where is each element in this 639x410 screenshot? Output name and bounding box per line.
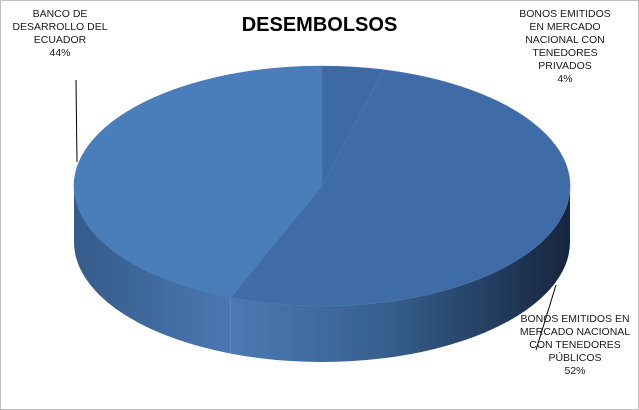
slice-label-line: ECUADOR [33,34,87,46]
pie-slice-side [230,186,570,362]
pie-slice [230,69,571,307]
slice-label-line: NACIONAL CON [525,34,605,46]
leader-lines [75,79,557,351]
slice-label-line: BONOS EMITIDOS [519,8,611,20]
chart-title: DESEMBOLSOS [241,14,398,36]
slice-label-line: EN MERCADO [529,21,601,33]
slice-label-line: DESARROLLO DEL [12,21,108,33]
slice-label-line: PÚBLICOS [548,352,602,364]
slice-label-banco-desarrollo: BANCO DE DESARROLLO DEL ECUADOR 44% [2,8,118,60]
leader-line [535,284,557,351]
slice-value-label: 44% [49,47,71,59]
pie-slice-side [74,186,231,354]
slice-label-bonos-privados: BONOS EMITIDOS EN MERCADO NACIONAL CON T… [500,8,630,86]
slice-value-label: 4% [557,73,573,85]
slice-label-line: MERCADO NACIONAL [519,326,631,338]
pie-top-faces [73,65,571,307]
pie-slice [73,65,323,298]
slice-label-line: PRIVADOS [538,60,592,72]
slice-label-line: BANCO DE [32,8,88,20]
slice-label-line: CON TENEDORES [529,339,621,351]
slice-label-line: TENEDORES [532,47,598,59]
leader-line [75,79,78,163]
slice-value-label: 52% [564,365,586,377]
pie-side-faces [74,186,570,362]
slice-label-bonos-publicos: BONOS EMITIDOS EN MERCADO NACIONAL CON T… [512,313,638,378]
slice-label-line: BONOS EMITIDOS EN [520,313,630,325]
